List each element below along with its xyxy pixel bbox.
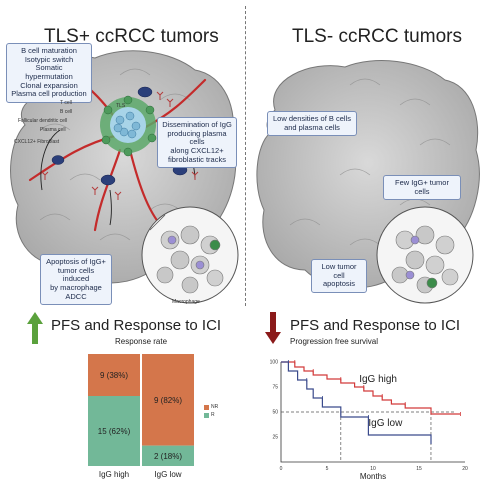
km-y-tick: 75 [272,385,278,391]
low-apoptosis-callout-line: apoptosis [322,279,356,289]
bcell-label: B cell [60,109,73,115]
bar-segment-r [88,396,140,466]
bcell-callout-line: B cell maturation [21,46,77,55]
dissemination-callout: Dissemination of IgG producing plasma ce… [157,117,237,169]
dissemination-callout-line: fibroblastic tracks [168,154,226,164]
km-y-tick: 25 [272,435,278,441]
legend-nr-label: NR [211,404,219,410]
bar-label-r: 15 (62%) [98,427,131,436]
bar-segment-nr [88,354,140,396]
left-panel-title: TLS+ ccRCC tumors [44,26,219,47]
up-arrow-icon [27,312,43,344]
km-axes [280,362,465,463]
fdc-label: Follicular dendritic cell [18,118,68,124]
low-density-callout-line: Low densities of B cells [273,114,351,123]
tls-label: TLS [116,103,126,109]
bar-label-nr: 9 (38%) [100,371,128,380]
apoptosis-callout-line: tumor cells induced [57,265,95,284]
fibroblast-label: CXCL12+ Fibroblast [14,139,60,145]
down-arrow-icon [265,312,281,344]
right-outcome-text: PFS and Response to ICI [290,317,461,334]
dissemination-callout-line: along CXCL12+ [170,145,224,155]
km-series-label-low: IgG low [368,418,403,429]
bar-group-label-high: IgG high [98,470,130,479]
response-rate-bar-chart: 9 (38%) 15 (62%) 9 (82%) 2 (18%) [88,354,194,466]
km-x-tick: 0 [280,466,283,472]
apoptosis-callout-line: Apoptosis of IgG+ [46,257,106,266]
zoom-cells [156,225,224,294]
km-y-tick: 50 [272,410,278,416]
few-igg-callout-line: Few IgG+ tumor cells [395,178,449,196]
bcell-callout-line: hypermutation [25,71,73,81]
low-apoptosis-callout: Low tumor cell apoptosis [311,259,367,293]
km-x-tick: 15 [416,466,422,472]
bar-group-label-low: IgG low [154,470,182,479]
km-series-line-high [281,361,461,415]
low-apoptosis-callout-line: Low tumor cell [321,262,357,280]
panel-divider [245,6,246,306]
low-density-callout: Low densities of B cells and plasma cell… [267,111,357,137]
km-x-tick: 10 [370,466,376,472]
tls-cluster [100,95,157,157]
dissemination-callout-line: Dissemination of IgG [162,120,232,129]
bar-label-nr: 9 (82%) [154,396,182,405]
plasma-label: Plasma cell [40,127,66,133]
tcell-label: T cell [60,100,72,106]
km-x-tick: 5 [326,466,329,472]
zoom-cells [391,225,459,294]
bcell-callout-line: Clonal expansion [20,80,78,90]
km-y-tick: 100 [270,360,279,366]
igg-antibodies [41,91,199,200]
bcell-callout-line: Isotypic switch [24,54,74,64]
bcell-callout-line: Plasma cell production [11,89,87,99]
legend-r-label: R [211,412,215,418]
apoptosis-callout-line: by macrophage ADCC [50,282,102,301]
few-igg-callout: Few IgG+ tumor cells [383,175,461,201]
legend-nr-swatch [204,404,209,410]
bar-segment-r [142,445,194,466]
tls-positive-tumor-illustration [10,50,239,304]
zoom-link-line [149,214,166,231]
bcell-callout-line: Somatic [35,63,63,73]
bar-segment-nr [142,354,194,446]
macrophage-label: Macrophage [172,299,200,305]
low-density-callout-line: and plasma cells [284,122,340,132]
left-outcome-text: PFS and Response to ICI [51,317,222,334]
km-x-label: Months [360,472,386,481]
km-x-tick: 20 [462,466,468,472]
km-series-label-high: IgG high [359,374,397,385]
apoptosis-callout: Apoptosis of IgG+ tumor cells induced by… [40,254,112,306]
right-panel-title: TLS- ccRCC tumors [292,26,462,47]
km-chart-title: Progression free survival [290,337,379,346]
bcell-maturation-callout: B cell maturation Isotypic switch Somati… [6,43,92,103]
km-series-line-low [281,361,432,444]
bar-chart-caption: Response rate [115,337,168,346]
bar-legend: NR R [204,404,218,418]
legend-r-swatch [204,412,209,418]
progression-free-survival-chart: 25 50 75 100 0 5 10 15 20 Months IgG high IgG low [270,360,468,482]
bar-label-r: 2 (18%) [154,452,182,461]
dissemination-callout-line: producing plasma cells [167,128,227,147]
